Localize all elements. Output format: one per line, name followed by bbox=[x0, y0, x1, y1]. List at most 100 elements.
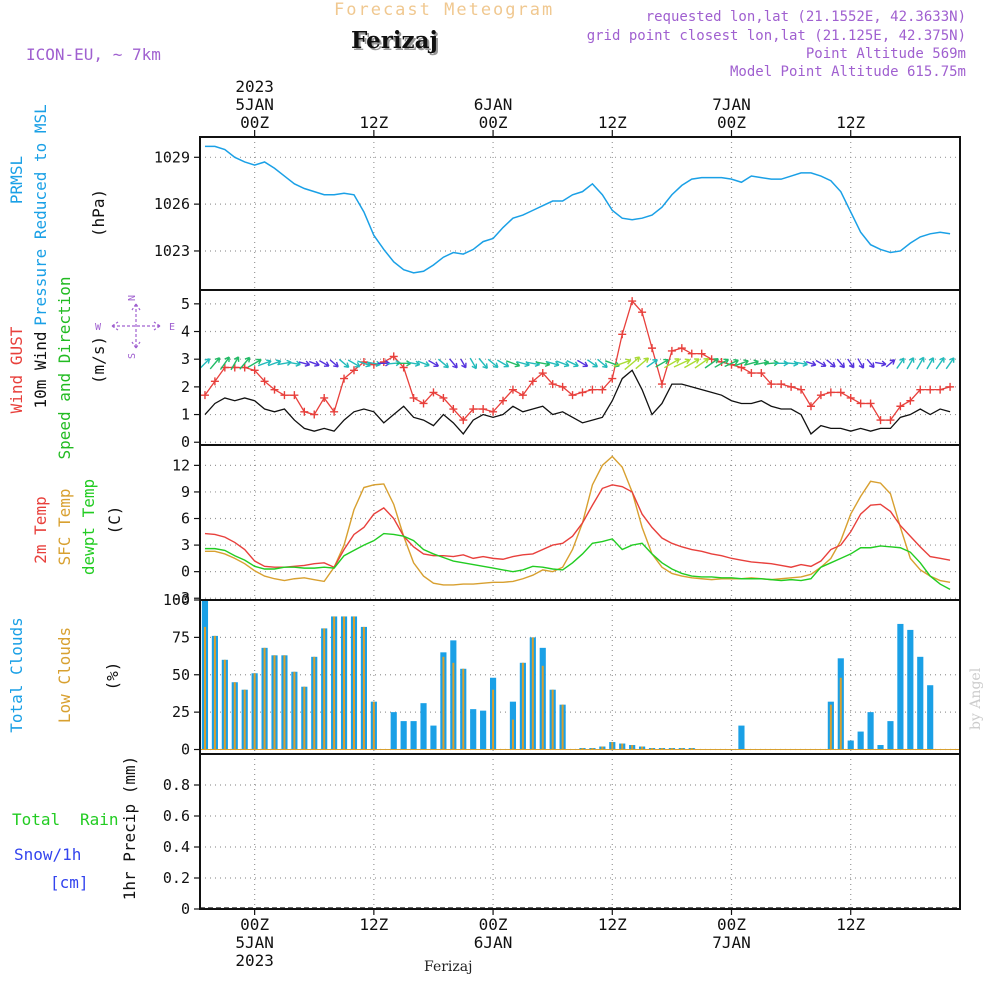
wind-direction-arrow bbox=[926, 357, 935, 370]
wind-direction-arrow bbox=[230, 356, 240, 371]
total-cloud-bar bbox=[738, 725, 745, 750]
pressure-panel-frame bbox=[199, 136, 961, 291]
wind-gust-marker bbox=[826, 388, 835, 397]
wind-gust-marker bbox=[896, 402, 905, 411]
wind-gust-marker bbox=[399, 363, 408, 372]
wind-gust-marker bbox=[459, 416, 468, 425]
station-title: Ferizaj bbox=[351, 27, 438, 54]
wind-gust-marker bbox=[657, 380, 666, 389]
temp-label-2m: 2m Temp bbox=[31, 496, 50, 563]
wind-gust-marker bbox=[439, 393, 448, 402]
low-cloud-bar bbox=[203, 626, 206, 750]
wind-gust-marker bbox=[777, 380, 786, 389]
wind-direction-arrow bbox=[597, 358, 608, 369]
wind-gust-marker bbox=[946, 382, 955, 391]
wind-direction-arrow bbox=[449, 358, 458, 369]
wind-direction-arrow bbox=[857, 358, 865, 369]
low-cloud-bar bbox=[323, 628, 326, 750]
precip-legend-snow: Snow/1h bbox=[14, 845, 81, 864]
wind-ytick-label: 2 bbox=[181, 378, 190, 396]
low-cloud-bar bbox=[641, 746, 644, 750]
wind-ytick-label: 3 bbox=[181, 350, 190, 368]
total-cloud-bar bbox=[847, 740, 854, 750]
wind-direction-arrow bbox=[407, 360, 421, 367]
clouds-label-total: Total Clouds bbox=[7, 617, 26, 733]
top-time-label: 00Z bbox=[240, 113, 269, 132]
wind-speed-line bbox=[204, 369, 951, 435]
total-cloud-bar bbox=[887, 721, 894, 750]
wind-direction-arrow bbox=[805, 360, 817, 367]
wind-direction-arrow bbox=[704, 358, 719, 369]
wind-direction-arrow bbox=[437, 358, 450, 369]
bottom-time-label: 5JAN bbox=[235, 933, 274, 952]
wind-direction-arrow bbox=[497, 359, 510, 368]
total-cloud-bar bbox=[420, 703, 427, 750]
wind-direction-arrow bbox=[209, 357, 221, 370]
wind-direction-arrow bbox=[655, 358, 669, 368]
wind-direction-arrow bbox=[309, 360, 320, 367]
temp-ytick-label: 9 bbox=[181, 483, 190, 501]
precip-axis-label: 1hr Precip (mm) bbox=[120, 756, 139, 901]
wind-gust-marker bbox=[429, 388, 438, 397]
pressure-label-prmsl: PRMSL bbox=[7, 156, 26, 204]
temp-ytick-label: 0 bbox=[181, 563, 190, 581]
requested-coords: requested lon,lat (21.1552E, 42.3633N) bbox=[645, 9, 966, 25]
wind-direction-arrow bbox=[239, 356, 251, 370]
low-cloud-bar bbox=[511, 719, 514, 750]
wind-direction-arrow bbox=[417, 360, 430, 368]
low-cloud-bar bbox=[601, 746, 604, 750]
wind-gust-marker bbox=[449, 405, 458, 414]
model-altitude: Model Point Altitude 615.75m bbox=[729, 64, 966, 80]
compass-rose bbox=[111, 303, 161, 349]
wind-gust-line bbox=[204, 299, 951, 422]
temp-label-sfc: SFC Temp bbox=[55, 488, 74, 565]
temp-label-unit: (C) bbox=[105, 506, 124, 535]
wind-direction-arrow bbox=[945, 357, 955, 370]
total-cloud-bar bbox=[867, 712, 874, 750]
pressure-ytick-label: 1029 bbox=[154, 148, 190, 166]
wind-gust-marker bbox=[846, 393, 855, 402]
wind-direction-arrow bbox=[460, 358, 467, 369]
top-time-label: 12Z bbox=[359, 113, 388, 132]
wind-gust-marker bbox=[499, 396, 508, 405]
low-cloud-bar bbox=[372, 701, 375, 750]
wind-gust-marker bbox=[528, 377, 537, 386]
low-cloud-bar bbox=[631, 745, 634, 750]
wind-gust-marker bbox=[588, 385, 597, 394]
wind-label-10m: 10m Wind bbox=[31, 331, 50, 408]
wind-gust-marker bbox=[876, 416, 885, 425]
wind-gust-marker bbox=[926, 385, 935, 394]
low-cloud-bar bbox=[213, 635, 216, 750]
bottom-time-label: 00Z bbox=[240, 915, 269, 934]
wind-gust-marker bbox=[310, 410, 319, 419]
wind-direction-arrow bbox=[734, 359, 749, 367]
low-cloud-bar bbox=[362, 626, 365, 750]
wind-direction-arrow bbox=[646, 358, 658, 368]
precip-ytick-label: 0.2 bbox=[163, 869, 190, 887]
wind-gust-marker bbox=[200, 391, 209, 400]
total-cloud-bar bbox=[480, 710, 487, 750]
wind-gust-marker bbox=[349, 366, 358, 375]
wind-gust-marker bbox=[628, 297, 637, 306]
low-cloud-bar bbox=[839, 677, 842, 750]
temp-label-dewpt: dewpt Temp bbox=[79, 479, 98, 575]
total-cloud-bar bbox=[907, 629, 914, 750]
low-cloud-bar bbox=[283, 655, 286, 750]
top-time-label: 12Z bbox=[836, 113, 865, 132]
pressure-label-msl: Pressure Reduced to MSL bbox=[31, 104, 50, 326]
compass-north: N bbox=[127, 295, 138, 301]
bottom-time-label: 00Z bbox=[479, 915, 508, 934]
low-cloud-bar bbox=[521, 662, 524, 750]
wind-gust-marker bbox=[270, 385, 279, 394]
top-time-label: 7JAN bbox=[712, 95, 751, 114]
low-cloud-bar bbox=[551, 689, 554, 750]
top-time-label: 12Z bbox=[598, 113, 627, 132]
wind-direction-arrow bbox=[664, 358, 681, 369]
wind-gust-marker bbox=[330, 407, 339, 416]
wind-ytick-label: 1 bbox=[181, 406, 190, 424]
wind-ytick-label: 4 bbox=[181, 323, 190, 341]
product-title: Forecast Meteogram bbox=[334, 0, 555, 20]
top-time-label: 5JAN bbox=[235, 95, 274, 114]
wind-direction-arrow bbox=[866, 358, 875, 369]
